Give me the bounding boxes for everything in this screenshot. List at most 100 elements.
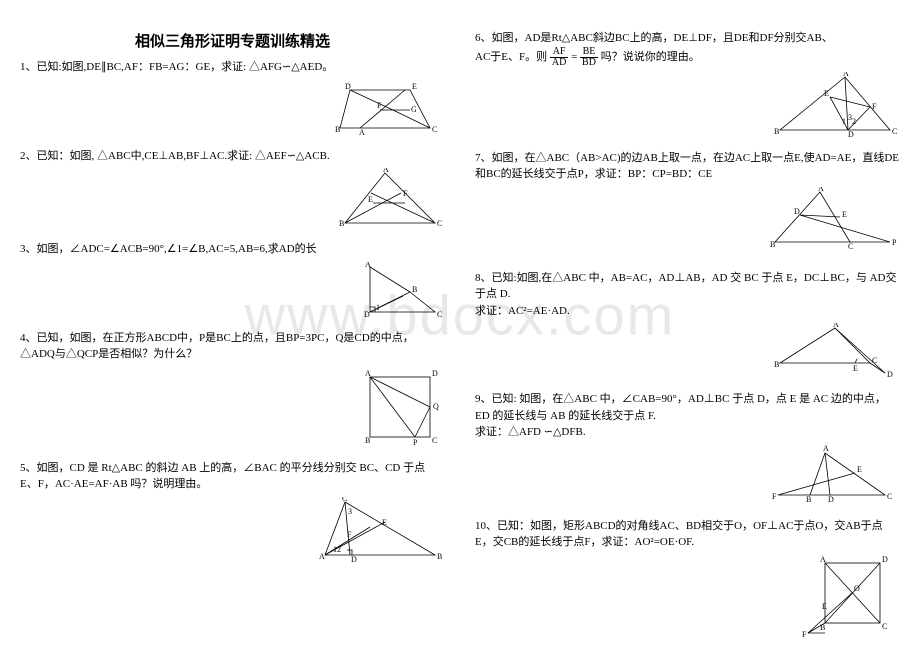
problem-3-text: 3、如图，∠ADC=∠ACB=90°,∠1=∠B,AC=5,AB=6,求AD的长 [20,241,445,258]
p6-pre: AC于E、F。则 [475,51,547,63]
problem-5: 5、如图，CD 是 Rt△ABC 的斜边 AB 上的高，∠BAC 的平分线分别交… [20,460,445,565]
problem-9-text: 9、已知: 如图，在△ABC 中，∠CAB=90°，AD⊥BC 于点 D，点 E… [475,391,900,441]
problem-3: 3、如图，∠ADC=∠ACB=90°,∠1=∠B,AC=5,AB=6,求AD的长… [20,241,445,320]
svg-text:C: C [432,125,437,134]
svg-text:F: F [802,630,807,639]
svg-text:B: B [339,219,344,228]
problem-3-figure: A B D C 1 [20,262,445,320]
svg-text:C: C [437,219,442,228]
problem-10: 10、已知：如图，矩形ABCD的对角线AC、BD相交于O，OF⊥AC于点O，交A… [475,518,900,643]
svg-text:F: F [377,101,382,110]
svg-text:A: A [383,168,389,174]
svg-text:C: C [872,356,877,365]
svg-text:A: A [820,555,826,564]
svg-text:F: F [347,530,352,539]
left-column: 相似三角形证明专题训练精选 1、已知:如图,DE∥BC,AF：FB=AG：GE，… [20,30,445,653]
p6-frac2: BEBD [580,47,598,68]
problem-6: 6、如图，AD是Rt△ABC斜边BC上的高，DE⊥DF，且DE和DF分别交AB、… [475,30,900,140]
right-column: 6、如图，AD是Rt△ABC斜边BC上的高，DE⊥DF，且DE和DF分别交AB、… [475,30,900,653]
svg-text:E: E [853,364,858,373]
p6-line1: 6、如图，AD是Rt△ABC斜边BC上的高，DE⊥DF，且DE和DF分别交AB、 [475,32,833,44]
problem-4-text: 4、已知，如图，在正方形ABCD中，P是BC上的点，且BP=3PC，Q是CD的中… [20,330,445,363]
svg-text:G: G [411,105,417,114]
svg-text:C: C [848,242,853,251]
problem-5-figure: C AB D FE 12 3 [20,497,445,565]
svg-text:C: C [342,497,347,503]
problem-2-text: 2、已知：如图, △ABC中,CE⊥AB,BF⊥AC.求证: △AEF∽△ACB… [20,148,445,165]
svg-text:E: E [368,195,373,204]
svg-text:C: C [437,310,442,317]
svg-text:A: A [823,445,829,453]
problem-6-text: 6、如图，AD是Rt△ABC斜边BC上的高，DE⊥DF，且DE和DF分别交AB、… [475,30,900,68]
problem-7-figure: A B C P D E [475,187,900,260]
svg-text:E: E [824,89,829,98]
svg-text:A: A [359,128,365,135]
svg-text:A: A [818,187,824,193]
svg-text:B: B [437,552,442,561]
svg-text:F: F [403,189,408,198]
svg-text:B: B [774,127,779,136]
svg-text:F: F [772,492,777,501]
svg-text:P: P [892,238,897,247]
svg-text:C: C [432,436,437,445]
svg-text:D: D [794,207,800,216]
svg-text:A: A [365,369,371,378]
p8-line1: 8、已知:如图,在△ABC 中，AB=AC，AD⊥AB，AD 交 BC 于点 E… [475,272,896,301]
p6-eq: = [571,51,577,63]
p9-line2: 求证：△AFD ∽△DFB. [475,426,586,438]
svg-text:A: A [365,262,371,269]
svg-text:E: E [822,602,827,611]
svg-text:D: D [828,495,834,504]
problem-10-text: 10、已知：如图，矩形ABCD的对角线AC、BD相交于O，OF⊥AC于点O，交A… [475,518,900,551]
problem-5-text: 5、如图，CD 是 Rt△ABC 的斜边 AB 上的高，∠BAC 的平分线分别交… [20,460,445,493]
svg-text:E: E [857,465,862,474]
svg-text:A: A [319,552,325,561]
page-columns: 相似三角形证明专题训练精选 1、已知:如图,DE∥BC,AF：FB=AG：GE，… [20,30,900,653]
problem-9: 9、已知: 如图，在△ABC 中，∠CAB=90°，AD⊥BC 于点 D，点 E… [475,391,900,508]
svg-text:O: O [854,584,860,593]
svg-text:1: 1 [842,117,846,126]
problem-1-figure: D E B C F G A [20,80,445,138]
svg-text:C: C [882,622,887,631]
svg-text:B: B [820,623,825,632]
problem-8-text: 8、已知:如图,在△ABC 中，AB=AC，AD⊥AB，AD 交 BC 于点 E… [475,270,900,320]
page-title: 相似三角形证明专题训练精选 [20,30,445,51]
svg-text:A: A [843,72,849,78]
problem-2-figure: A B C E F [20,168,445,231]
svg-text:2: 2 [852,117,856,126]
svg-text:D: D [887,370,893,378]
problem-4-figure: A D B C Q P [20,367,445,450]
svg-text:F: F [872,102,877,111]
svg-text:B: B [806,495,811,504]
problem-1-text: 1、已知:如图,DE∥BC,AF：FB=AG：GE，求证: △AFG∽△AED。 [20,59,445,76]
problem-7-text: 7、如图，在△ABC（AB>AC)的边AB上取一点，在边AC上取一点E,使AD=… [475,150,900,183]
problem-10-figure: A D B C O E F [475,555,900,643]
svg-text:D: D [351,555,357,562]
svg-text:B: B [335,125,340,134]
svg-text:D: D [432,369,438,378]
svg-text:D: D [882,555,888,564]
svg-text:E: E [412,82,417,91]
p6-frac1: AFAD [550,47,568,68]
svg-text:C: C [892,127,897,136]
problem-2: 2、已知：如图, △ABC中,CE⊥AB,BF⊥AC.求证: △AEF∽△ACB… [20,148,445,232]
svg-text:D: D [364,310,370,317]
svg-text:D: D [848,130,854,137]
problem-9-figure: A B C F D E [475,445,900,508]
svg-text:C: C [887,492,892,501]
svg-text:Q: Q [433,402,439,411]
svg-text:B: B [770,240,775,249]
svg-text:E: E [842,210,847,219]
svg-text:3: 3 [348,507,352,516]
svg-text:1: 1 [376,303,380,312]
svg-text:B: B [365,436,370,445]
svg-text:B: B [412,285,417,294]
problem-1: 1、已知:如图,DE∥BC,AF：FB=AG：GE，求证: △AFG∽△AED。… [20,59,445,138]
problem-6-figure: A BC D EF 12 3 [475,72,900,140]
svg-text:P: P [413,438,418,447]
svg-text:D: D [345,82,351,91]
problem-7: 7、如图，在△ABC（AB>AC)的边AB上取一点，在边AC上取一点E,使AD=… [475,150,900,260]
p9-line1: 9、已知: 如图，在△ABC 中，∠CAB=90°，AD⊥BC 于点 D，点 E… [475,393,886,422]
svg-text:E: E [382,518,387,527]
svg-text:A: A [833,323,839,329]
